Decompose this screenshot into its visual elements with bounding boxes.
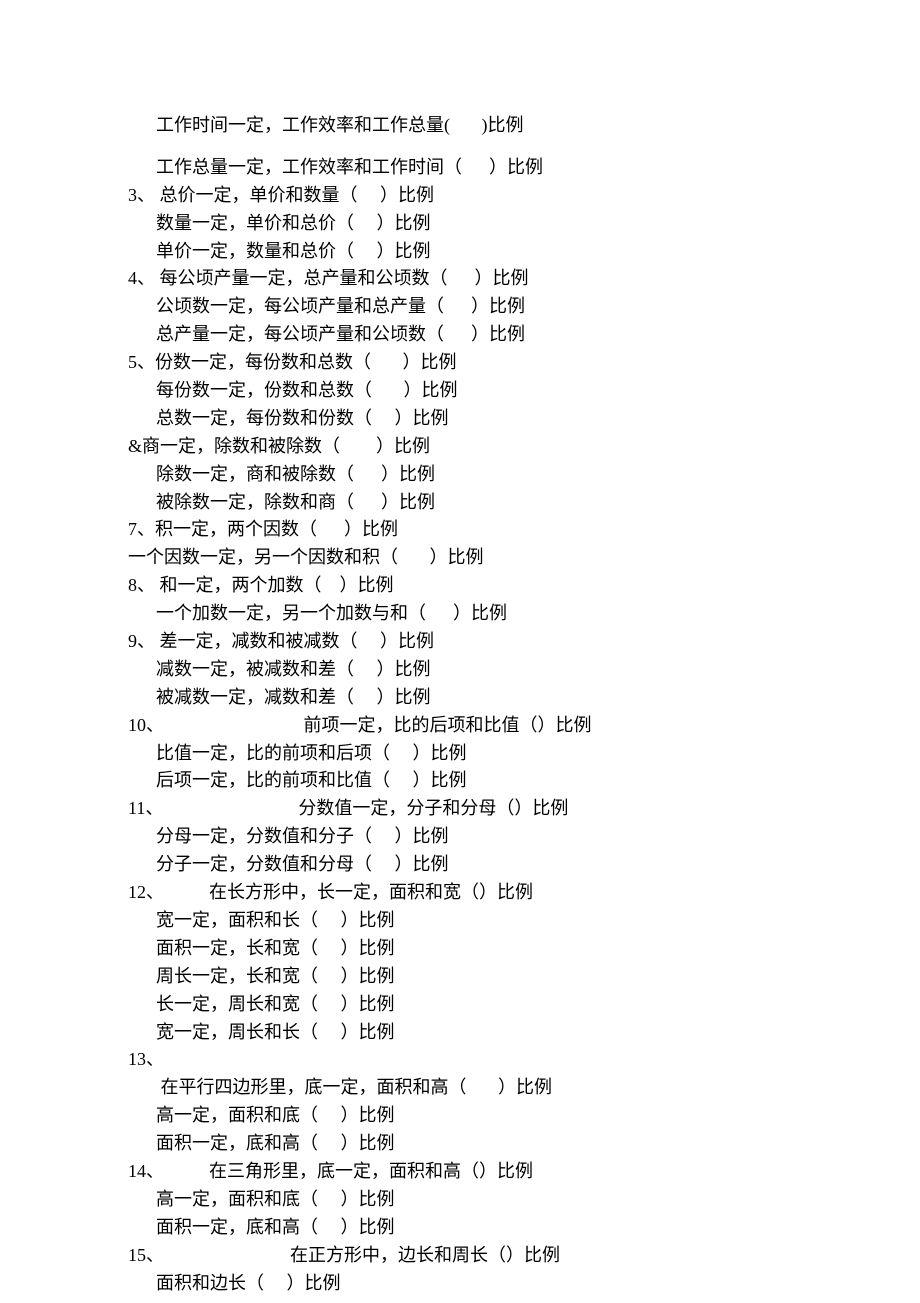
text-line: 宽一定，面积和长（ ）比例 <box>128 907 830 935</box>
text-line: 公顷数一定，每公顷产量和总产量（ ）比例 <box>128 293 830 321</box>
text-line: 面积一定，底和高（ ）比例 <box>128 1214 830 1242</box>
text-line: 面积一定，长和宽（ ）比例 <box>128 935 830 963</box>
document-page: 工作时间一定，工作效率和工作总量( )比例工作总量一定，工作效率和工作时间（ ）… <box>0 0 920 1303</box>
text-line: 工作总量一定，工作效率和工作时间（ ）比例 <box>128 154 830 182</box>
text-line: 被减数一定，减数和差（ ）比例 <box>128 684 830 712</box>
text-line: 总数一定，每份数和份数（ ）比例 <box>128 405 830 433</box>
text-line: 5、份数一定，每份数和总数（ ）比例 <box>128 349 830 377</box>
text-line: 后项一定，比的前项和比值（ ）比例 <box>128 767 830 795</box>
text-line: 一个加数一定，另一个加数与和（ ）比例 <box>128 600 830 628</box>
text-line: 高一定，面积和底（ ）比例 <box>128 1186 830 1214</box>
text-line: 除数一定，商和被除数（ ）比例 <box>128 461 830 489</box>
text-line: 面积一定，底和高（ ）比例 <box>128 1130 830 1158</box>
text-line: 13、 <box>128 1046 830 1074</box>
text-line: 总产量一定，每公顷产量和公顷数（ ）比例 <box>128 321 830 349</box>
text-line: 4、 每公顷产量一定，总产量和公顷数（ ）比例 <box>128 265 830 293</box>
text-line: 减数一定，被减数和差（ ）比例 <box>128 656 830 684</box>
text-line: 一个因数一定，另一个因数和积（ ）比例 <box>128 544 830 572</box>
blank-line <box>128 140 830 154</box>
text-line: 12、 在长方形中，长一定，面积和宽（）比例 <box>128 879 830 907</box>
text-line: &商一定，除数和被除数（ ）比例 <box>128 433 830 461</box>
text-line: 15、 在正方形中，边长和周长（）比例 <box>128 1242 830 1270</box>
text-line: 单价一定，数量和总价（ ）比例 <box>128 238 830 266</box>
text-line: 在平行四边形里，底一定，面积和高（ ）比例 <box>128 1074 830 1102</box>
text-line: 面积和边长（ ）比例 <box>128 1270 830 1298</box>
text-line: 周长一定，长和宽（ ）比例 <box>128 963 830 991</box>
text-line: 长一定，周长和宽（ ）比例 <box>128 991 830 1019</box>
text-line: 14、 在三角形里，底一定，面积和高（）比例 <box>128 1158 830 1186</box>
text-line: 分子一定，分数值和分母（ ）比例 <box>128 851 830 879</box>
text-line: 被除数一定，除数和商（ ）比例 <box>128 489 830 517</box>
text-line: 数量一定，单价和总价（ ）比例 <box>128 210 830 238</box>
text-line: 比值一定，比的前项和后项（ ）比例 <box>128 740 830 768</box>
text-line: 分母一定，分数值和分子（ ）比例 <box>128 823 830 851</box>
text-line: 7、积一定，两个因数（ ）比例 <box>128 516 830 544</box>
text-line: 10、 前项一定，比的后项和比值（）比例 <box>128 712 830 740</box>
text-line: 宽一定，周长和长（ ）比例 <box>128 1019 830 1047</box>
text-line: 8、 和一定，两个加数（ ）比例 <box>128 572 830 600</box>
text-line: 工作时间一定，工作效率和工作总量( )比例 <box>128 112 830 140</box>
text-line: 11、 分数值一定，分子和分母（）比例 <box>128 795 830 823</box>
text-line: 9、 差一定，减数和被减数（ ）比例 <box>128 628 830 656</box>
text-line: 每份数一定，份数和总数（ ）比例 <box>128 377 830 405</box>
text-line: 高一定，面积和底（ ）比例 <box>128 1102 830 1130</box>
text-line: 3、 总价一定，单价和数量（ ）比例 <box>128 182 830 210</box>
